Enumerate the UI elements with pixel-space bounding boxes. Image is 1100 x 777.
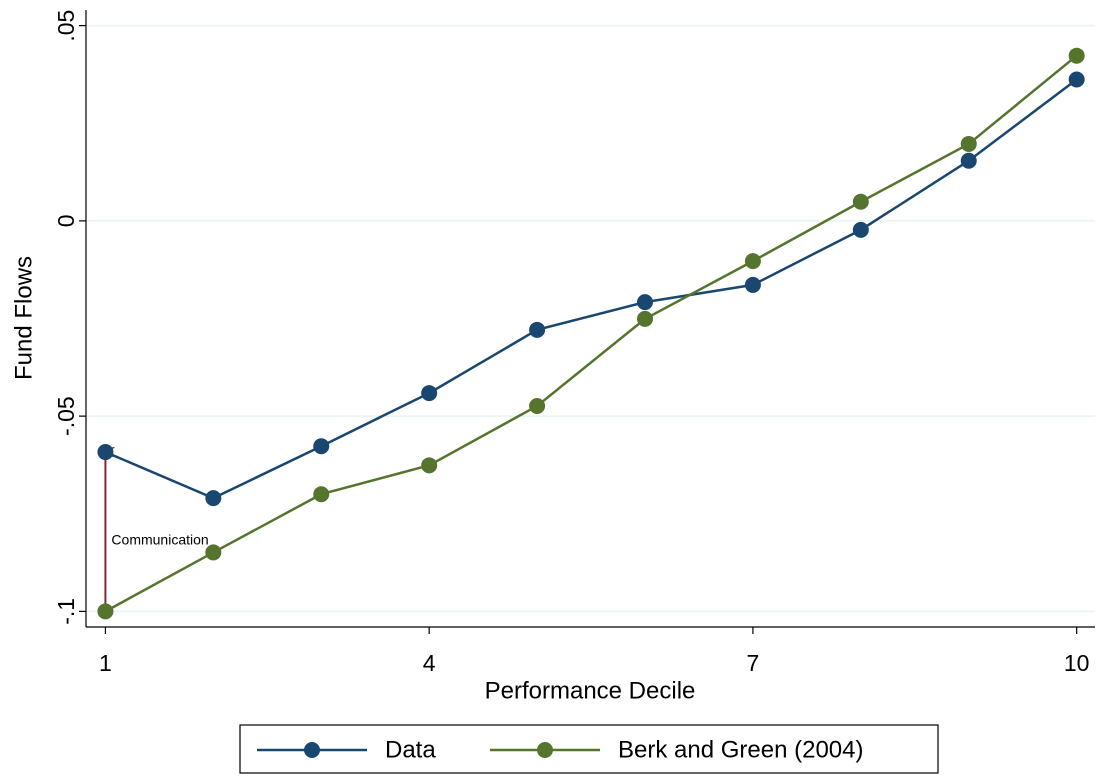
legend-label: Berk and Green (2004): [618, 736, 863, 763]
data-point: [1068, 71, 1085, 88]
y-axis-label: Fund Flows: [10, 256, 37, 380]
x-tick-label: 7: [747, 650, 760, 676]
y-tick-label: -.1: [53, 598, 79, 625]
data-point: [97, 444, 114, 461]
x-tick-label: 4: [423, 650, 436, 676]
series-line: [104, 54, 1078, 613]
y-tick-label: 0: [53, 214, 79, 227]
x-tick-label: 10: [1064, 650, 1090, 676]
data-point: [1068, 47, 1085, 64]
annotation-text: Communication: [111, 531, 208, 547]
data-point: [636, 294, 653, 311]
data-point: [852, 193, 869, 210]
legend-label: Data: [385, 736, 436, 763]
data-point: [960, 152, 977, 169]
data-point: [205, 490, 222, 507]
data-point: [313, 486, 330, 503]
data-point: [744, 253, 761, 270]
legend-marker: [537, 742, 553, 758]
data-point: [97, 603, 114, 620]
x-tick-label: 1: [99, 650, 112, 676]
data-point: [421, 457, 438, 474]
y-tick-label: .05: [53, 10, 79, 42]
data-point: [852, 221, 869, 238]
data-point: [313, 438, 330, 455]
legend-marker: [304, 742, 320, 758]
data-point: [421, 385, 438, 402]
x-axis-label: Performance Decile: [485, 677, 696, 704]
data-point: [744, 276, 761, 293]
y-tick-label: -.05: [53, 396, 79, 436]
data-point: [529, 397, 546, 414]
data-point: [636, 310, 653, 327]
data-point: [529, 321, 546, 338]
data-point: [205, 544, 222, 561]
series-line: [104, 78, 1078, 500]
data-point: [960, 135, 977, 152]
